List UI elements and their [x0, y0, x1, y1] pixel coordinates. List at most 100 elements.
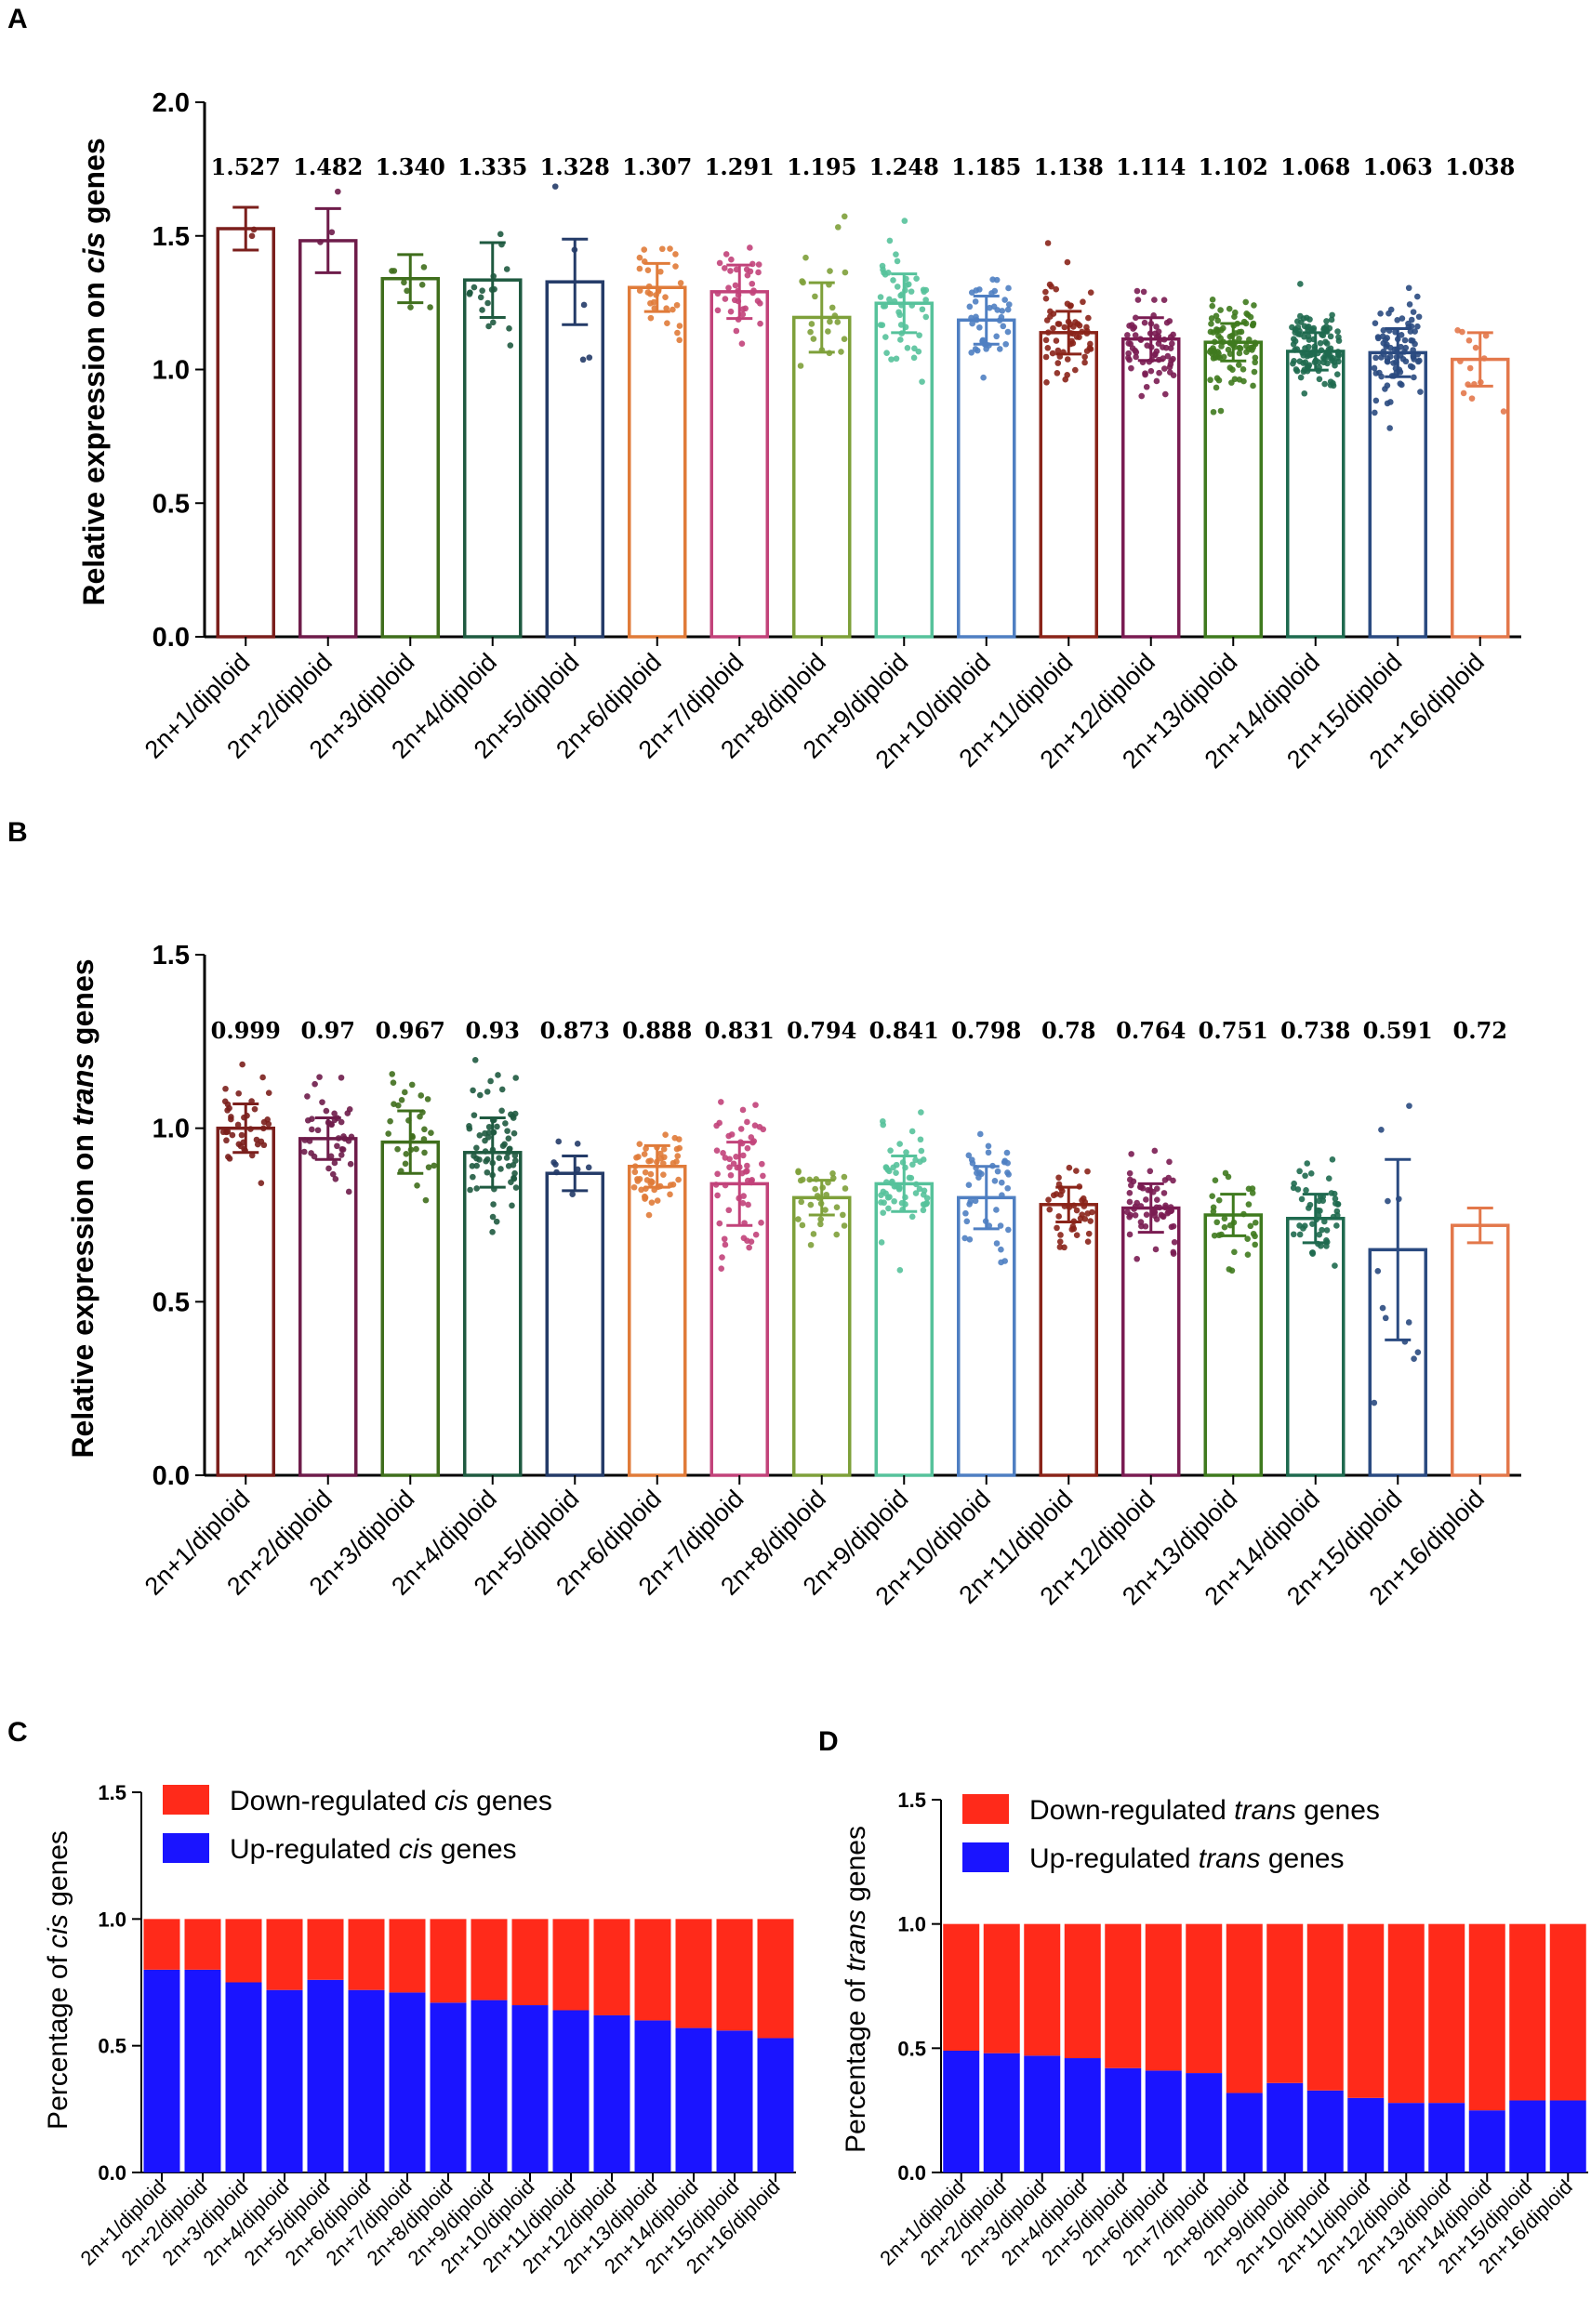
- data-point: [327, 1120, 335, 1128]
- data-point: [1250, 320, 1257, 327]
- y-axis-title-part: Relative expression on: [66, 1126, 99, 1458]
- bar-segment: [1186, 1923, 1223, 2074]
- legend-label-part: trans: [1199, 1843, 1261, 1874]
- data-point: [908, 1174, 915, 1182]
- data-point: [740, 1193, 747, 1199]
- data-point: [976, 1130, 984, 1138]
- data-point: [896, 1141, 903, 1147]
- data-point: [484, 1089, 491, 1095]
- data-point: [986, 304, 993, 311]
- data-point: [1151, 1147, 1159, 1155]
- data-point: [916, 1185, 923, 1193]
- data-point: [643, 1177, 651, 1183]
- data-point: [631, 1169, 639, 1176]
- data-point: [1162, 1202, 1169, 1209]
- y-axis-title: Relative expression on trans genes: [66, 958, 99, 1458]
- data-point: [1170, 1222, 1177, 1230]
- data-point: [1247, 313, 1254, 321]
- data-point: [1125, 350, 1132, 357]
- data-point: [1128, 1151, 1134, 1157]
- data-point: [1297, 374, 1305, 381]
- data-point: [1155, 340, 1162, 347]
- data-point: [325, 1165, 332, 1172]
- data-point: [985, 1149, 992, 1156]
- data-point: [722, 1182, 729, 1189]
- value-label: 1.307: [622, 153, 692, 180]
- y-tick-label: 0.0: [152, 623, 190, 653]
- data-point: [424, 1096, 431, 1103]
- data-point: [999, 308, 1006, 314]
- data-point: [713, 1147, 721, 1154]
- data-point: [387, 1117, 393, 1125]
- value-label: 1.248: [869, 153, 939, 180]
- data-point: [913, 275, 920, 283]
- data-point: [225, 1154, 232, 1160]
- data-point: [808, 321, 815, 327]
- data-point: [1044, 345, 1052, 351]
- data-point: [905, 281, 912, 288]
- data-point: [674, 1153, 682, 1159]
- data-point: [331, 1110, 338, 1117]
- data-point: [1064, 258, 1071, 266]
- data-point: [1132, 332, 1139, 338]
- data-point: [1409, 363, 1416, 371]
- data-point: [1402, 344, 1410, 351]
- data-point: [421, 1149, 428, 1156]
- data-point: [1226, 339, 1233, 347]
- data-point: [1153, 1216, 1160, 1222]
- data-point: [1385, 310, 1392, 317]
- data-point: [1143, 1196, 1149, 1203]
- data-point: [998, 1179, 1005, 1186]
- data-point: [1398, 332, 1405, 338]
- data-point: [511, 1152, 519, 1159]
- data-point: [1004, 1169, 1011, 1176]
- data-point: [797, 1177, 804, 1184]
- data-point: [1153, 324, 1160, 330]
- y-axis-title-part: genes: [66, 958, 99, 1052]
- bar-segment: [1105, 2067, 1142, 2172]
- bar-segment: [471, 1919, 508, 2000]
- bar-segment: [184, 1969, 221, 2172]
- data-point: [1167, 1204, 1174, 1210]
- y-tick-label: 0.5: [897, 2037, 926, 2060]
- data-point: [420, 264, 428, 271]
- data-point: [994, 1168, 1001, 1175]
- data-point: [482, 1148, 489, 1155]
- data-point: [1454, 326, 1461, 334]
- bar-segment: [1145, 2070, 1182, 2172]
- data-point: [1138, 1183, 1145, 1191]
- data-point: [1465, 337, 1473, 344]
- legend-label: Down-regulated cis genes: [230, 1786, 552, 1816]
- bar: [874, 1182, 934, 1477]
- data-point: [1003, 1149, 1011, 1156]
- bar: [1451, 1223, 1510, 1477]
- data-point: [1126, 1198, 1134, 1206]
- data-point: [738, 340, 746, 348]
- data-point: [725, 1207, 733, 1214]
- data-point: [1231, 376, 1239, 383]
- bar: [1039, 1203, 1098, 1477]
- bar-segment: [716, 2030, 753, 2172]
- legend-label: Up-regulated cis genes: [230, 1834, 517, 1865]
- data-point: [1043, 317, 1051, 324]
- data-point: [1087, 289, 1094, 296]
- data-point: [1236, 335, 1242, 342]
- data-point: [969, 320, 975, 327]
- bar-segment: [1145, 1923, 1182, 2071]
- data-point: [1129, 345, 1136, 351]
- data-point: [746, 1244, 752, 1251]
- data-point: [1209, 297, 1216, 303]
- bar-segment: [983, 2053, 1020, 2172]
- y-tick-label: 1.5: [152, 222, 190, 252]
- data-point: [980, 374, 987, 381]
- data-point: [1217, 307, 1224, 313]
- data-point: [810, 1231, 817, 1237]
- data-point: [1215, 350, 1222, 357]
- data-point: [328, 229, 336, 236]
- bar-segment: [1064, 1923, 1101, 2059]
- data-point: [1304, 1160, 1311, 1167]
- data-point: [883, 350, 890, 356]
- bar: [1286, 350, 1346, 639]
- data-point: [1004, 1159, 1011, 1167]
- data-point: [1057, 1232, 1064, 1238]
